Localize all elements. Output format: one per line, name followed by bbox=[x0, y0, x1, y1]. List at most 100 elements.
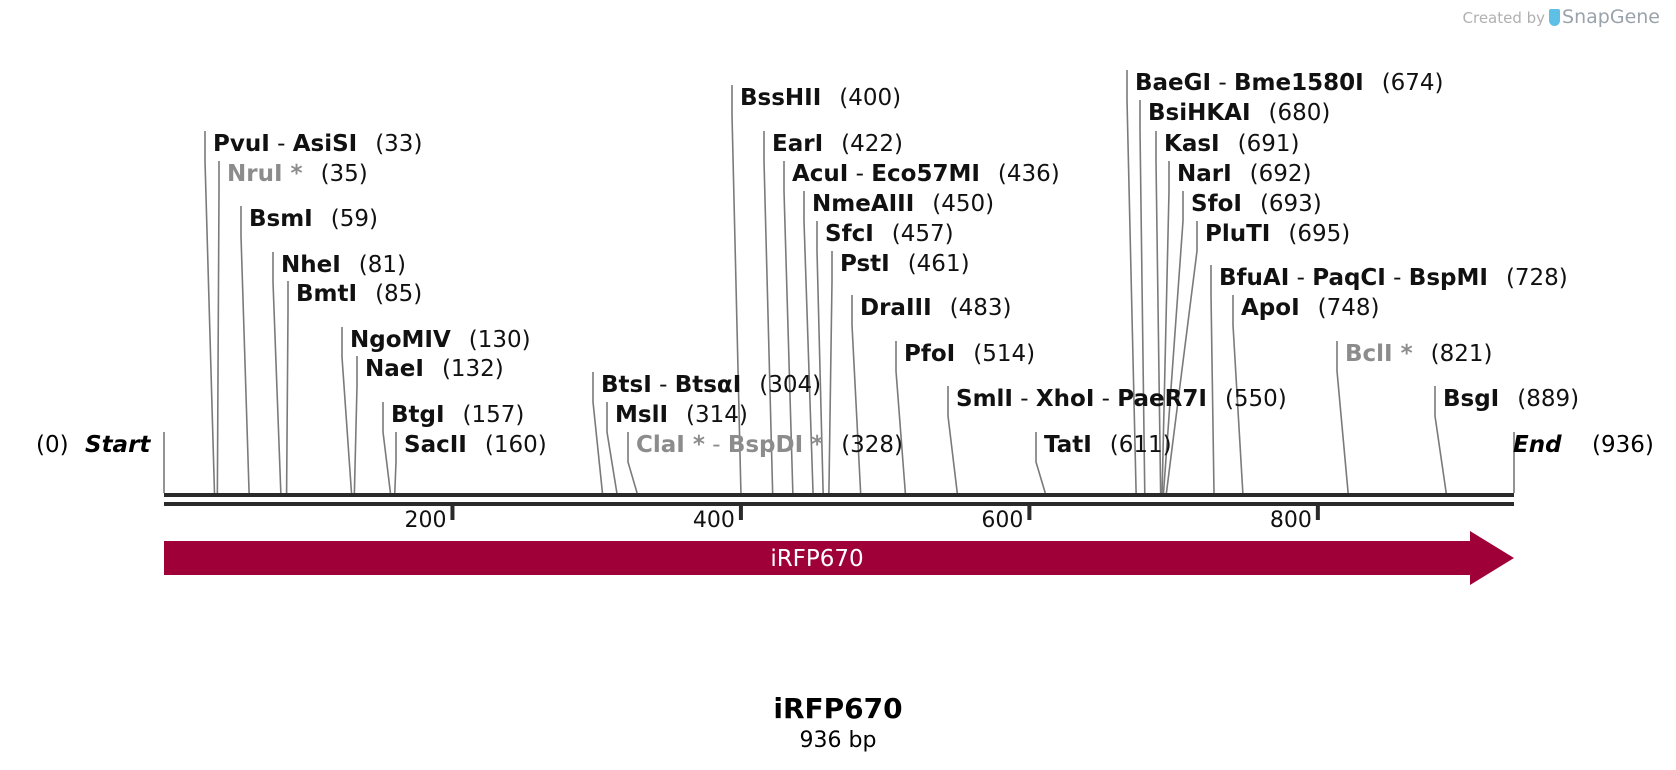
site-label-nhei[interactable]: NheI (81) bbox=[281, 252, 406, 278]
site-name-separator: - bbox=[848, 161, 871, 187]
site-label-ngomiv[interactable]: NgoMIV (130) bbox=[350, 327, 531, 353]
ruler-tick bbox=[738, 506, 743, 520]
watermark-brand: SnapGene bbox=[1562, 6, 1660, 28]
enzyme-name: BspMI bbox=[1409, 265, 1488, 291]
cut-position: (157) bbox=[463, 402, 525, 428]
ruler-tick bbox=[1027, 506, 1032, 520]
site-leader-sfci bbox=[816, 221, 824, 494]
enzyme-name: MslI bbox=[615, 402, 668, 428]
site-label-pfoi[interactable]: PfoI (514) bbox=[904, 341, 1035, 367]
cut-position: (130) bbox=[469, 327, 531, 353]
cut-position: (550) bbox=[1225, 386, 1287, 412]
site-leader-pvui bbox=[204, 131, 216, 494]
site-label-nmeaiii[interactable]: NmeAIII (450) bbox=[812, 191, 994, 217]
site-label-acui[interactable]: AcuI - Eco57MI (436) bbox=[792, 161, 1060, 187]
enzyme-name: NaeI bbox=[365, 356, 424, 382]
enzyme-name: BfuAI bbox=[1219, 265, 1289, 291]
site-label-pluti[interactable]: PluTI (695) bbox=[1205, 221, 1350, 247]
site-name-separator: - bbox=[1013, 386, 1036, 412]
feature-arrow[interactable] bbox=[164, 531, 1514, 585]
feature-iRFP670[interactable]: iRFP670 bbox=[164, 531, 1514, 585]
enzyme-name: BtsI bbox=[601, 372, 652, 398]
snapgene-watermark: Created by SnapGene bbox=[1463, 6, 1660, 28]
ruler-tick-label: 200 bbox=[404, 508, 446, 533]
site-label-naei[interactable]: NaeI (132) bbox=[365, 356, 504, 382]
site-label-kasi[interactable]: KasI (691) bbox=[1164, 131, 1299, 157]
backbone-bottom-strand bbox=[164, 502, 1514, 506]
site-label-smli[interactable]: SmlI - XhoI - PaeR7I (550) bbox=[956, 386, 1287, 412]
watermark-prefix: Created by bbox=[1462, 9, 1546, 27]
enzyme-name: KasI bbox=[1164, 131, 1220, 157]
site-label-sfoi[interactable]: SfoI (693) bbox=[1191, 191, 1322, 217]
enzyme-name: BtgI bbox=[391, 402, 445, 428]
site-name-separator: - bbox=[1211, 70, 1234, 96]
enzyme-name: BssHII bbox=[740, 85, 821, 111]
cut-position: (889) bbox=[1517, 386, 1579, 412]
cut-position: (611) bbox=[1110, 432, 1172, 458]
cut-position: (461) bbox=[908, 251, 970, 277]
start-label: Start bbox=[85, 432, 151, 458]
cut-position: (514) bbox=[973, 341, 1035, 367]
site-label-sacii[interactable]: SacII (160) bbox=[404, 432, 547, 458]
enzyme-name: NgoMIV bbox=[350, 327, 451, 353]
site-leader-smli bbox=[947, 386, 959, 494]
site-label-btsi[interactable]: BtsI - BtsαI (304) bbox=[601, 372, 821, 398]
cut-position: (693) bbox=[1260, 191, 1322, 217]
cut-position: (748) bbox=[1318, 295, 1380, 321]
site-leader-psti bbox=[828, 251, 833, 494]
site-label-tati[interactable]: TatI (611) bbox=[1044, 432, 1172, 458]
site-label-bmti[interactable]: BmtI (85) bbox=[296, 281, 422, 307]
cut-position: (674) bbox=[1382, 70, 1444, 96]
site-label-sfci[interactable]: SfcI (457) bbox=[825, 221, 954, 247]
site-label-bsshii[interactable]: BssHII (400) bbox=[740, 85, 901, 111]
site-leader-sfoi bbox=[1162, 191, 1184, 494]
site-name-separator: - bbox=[1094, 386, 1117, 412]
site-label-bfuai[interactable]: BfuAI - PaqCI - BspMI (728) bbox=[1219, 265, 1568, 291]
site-label-bsmi[interactable]: BsmI (59) bbox=[249, 206, 378, 232]
start-marker: (0) Start bbox=[36, 432, 151, 458]
enzyme-name: EarI bbox=[772, 131, 823, 157]
site-label-baegi[interactable]: BaeGI - Bme1580I (674) bbox=[1135, 70, 1444, 96]
site-label-eari[interactable]: EarI (422) bbox=[772, 131, 903, 157]
enzyme-name: BsgI bbox=[1443, 386, 1499, 412]
site-label-bsgi[interactable]: BsgI (889) bbox=[1443, 386, 1579, 412]
site-label-bsihkai[interactable]: BsiHKAI (680) bbox=[1148, 100, 1330, 126]
site-label-btgi[interactable]: BtgI (157) bbox=[391, 402, 524, 428]
enzyme-name: NruI * bbox=[227, 161, 303, 187]
site-label-psti[interactable]: PstI (461) bbox=[840, 251, 970, 277]
site-label-draiii[interactable]: DraIII (483) bbox=[860, 295, 1012, 321]
site-label-apoi[interactable]: ApoI (748) bbox=[1241, 295, 1379, 321]
site-label-nrui[interactable]: NruI * (35) bbox=[227, 161, 368, 187]
site-leader-nari bbox=[1161, 161, 1170, 494]
feature-label: iRFP670 bbox=[770, 546, 863, 572]
cut-position: (35) bbox=[321, 161, 368, 187]
enzyme-name: PstI bbox=[840, 251, 890, 277]
cut-position: (400) bbox=[839, 85, 901, 111]
site-leader-nmeaiii bbox=[803, 191, 814, 494]
site-leader-apoi bbox=[1232, 295, 1244, 494]
site-label-bcli[interactable]: BclI * (821) bbox=[1345, 341, 1493, 367]
site-leader-bmti bbox=[285, 281, 289, 494]
ruler-tick bbox=[450, 506, 455, 520]
site-leader-draiii bbox=[851, 295, 862, 494]
backbone-top-strand bbox=[164, 493, 1514, 497]
enzyme-name: BaeGI bbox=[1135, 70, 1211, 96]
cut-position: (695) bbox=[1288, 221, 1350, 247]
enzyme-name: NmeAIII bbox=[812, 191, 914, 217]
site-leader-btsi bbox=[592, 372, 604, 494]
site-label-pvui[interactable]: PvuI - AsiSI (33) bbox=[213, 131, 422, 157]
enzyme-name: SmlI bbox=[956, 386, 1013, 412]
site-label-clai[interactable]: ClaI * - BspDI * (328) bbox=[636, 432, 903, 458]
site-leader-bfuai bbox=[1210, 265, 1215, 494]
end-position: (936) bbox=[1592, 432, 1654, 458]
site-leader-tati bbox=[1035, 432, 1047, 494]
site-name-separator: - bbox=[1386, 265, 1409, 291]
snapgene-logo-icon bbox=[1549, 9, 1561, 26]
cut-position: (692) bbox=[1250, 161, 1312, 187]
position-ruler: 200 400 600 800 bbox=[404, 506, 1320, 533]
site-label-msli[interactable]: MslI (314) bbox=[615, 402, 748, 428]
site-label-nari[interactable]: NarI (692) bbox=[1177, 161, 1312, 187]
site-leader-eari bbox=[763, 131, 774, 494]
cut-position: (483) bbox=[950, 295, 1012, 321]
